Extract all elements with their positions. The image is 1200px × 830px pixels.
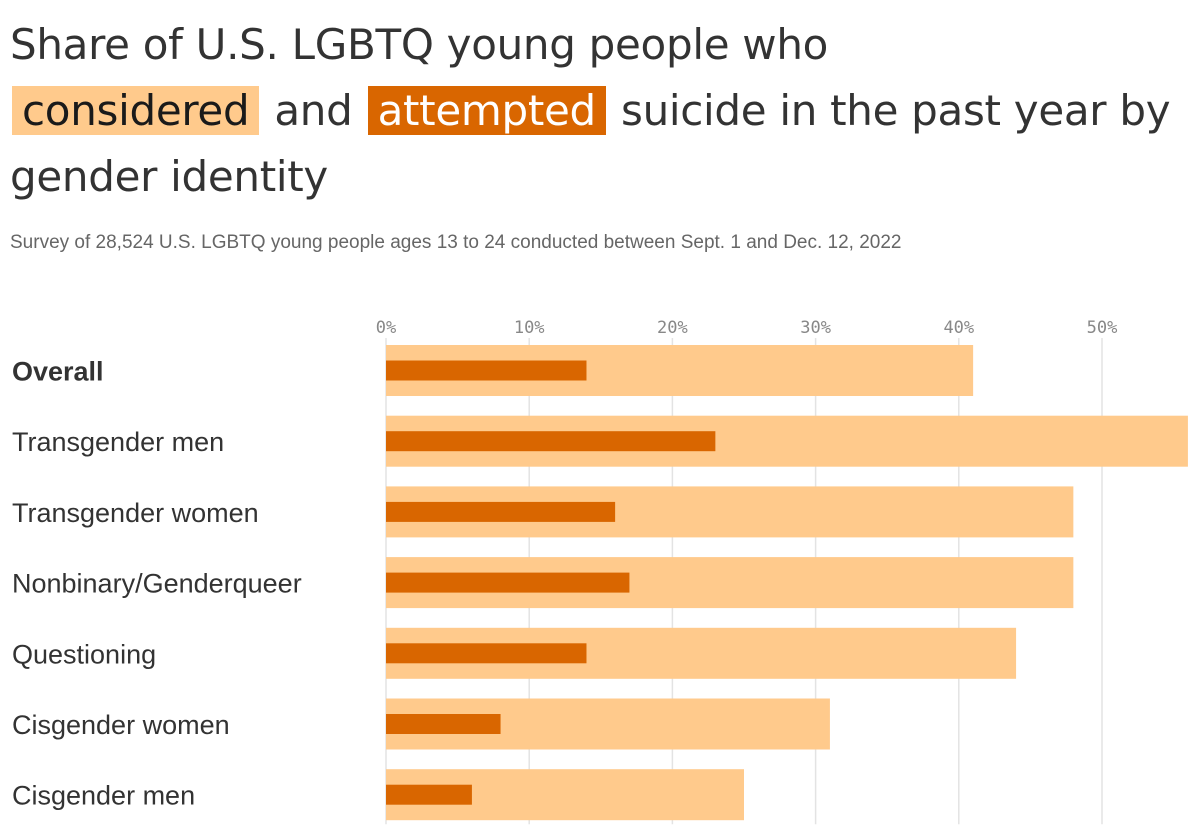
bar-attempted (386, 572, 630, 593)
x-tick-label: 10% (514, 318, 545, 338)
title-part2: suicide in the past year by gender ident… (10, 86, 1171, 201)
title-considered-highlight: considered (12, 86, 260, 135)
bar-attempted (386, 431, 716, 452)
category-label: Transgender men (12, 427, 224, 457)
x-tick-label: 50% (1087, 318, 1118, 338)
x-tick-label: 20% (657, 318, 688, 338)
bar-attempted (386, 714, 501, 734)
chart-subtitle: Survey of 28,524 U.S. LGBTQ young people… (10, 232, 902, 253)
x-tick-label: 30% (800, 318, 831, 338)
category-label: Cisgender men (12, 781, 195, 811)
bar-attempted (386, 360, 587, 381)
chart-title: Share of U.S. LGBTQ young people who cons… (10, 12, 1190, 210)
bar-attempted (386, 784, 472, 805)
bar-attempted (386, 643, 587, 664)
category-label: Transgender women (12, 498, 259, 528)
bar-chart: 0% 10% 20% 30% 40% 50% Overall Transgender men T… (12, 318, 1188, 825)
category-label: Nonbinary/Genderqueer (12, 569, 302, 599)
title-part1: Share of U.S. LGBTQ young people who (10, 20, 829, 69)
category-label: Questioning (12, 639, 156, 669)
x-tick-label: 40% (943, 318, 974, 338)
category-label: Cisgender women (12, 710, 230, 740)
title-attempted-highlight: attempted (367, 86, 606, 135)
title-and: and (274, 86, 353, 135)
x-tick-label: 0% (376, 318, 396, 338)
category-label: Overall (12, 357, 104, 387)
bar-attempted (386, 501, 616, 522)
